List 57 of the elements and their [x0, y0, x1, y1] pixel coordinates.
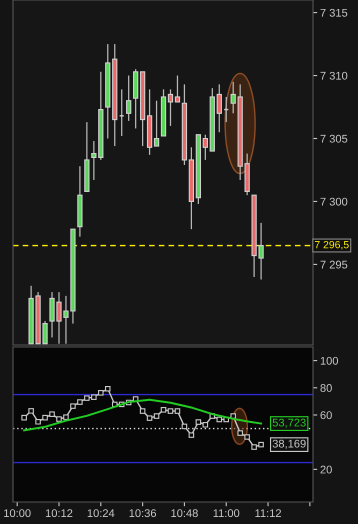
candlestick	[63, 295, 69, 344]
point	[70, 403, 76, 409]
point	[202, 422, 208, 428]
point	[21, 414, 27, 420]
x-tick-label: 10:48	[171, 509, 198, 518]
point	[104, 386, 111, 392]
y-tick-label: 80	[320, 384, 332, 392]
point	[49, 411, 55, 417]
y-tick-label: 7 295	[320, 260, 348, 269]
y-tick-label: 7 315	[320, 8, 348, 17]
y-tick-label: 100	[320, 356, 338, 365]
y-tick-label: 7 310	[320, 72, 348, 80]
point	[84, 395, 90, 401]
point	[168, 408, 174, 414]
candlestick	[154, 100, 160, 147]
point	[77, 399, 83, 405]
point	[160, 407, 166, 413]
candlestick	[174, 74, 180, 103]
point	[56, 416, 62, 422]
candlestick	[118, 88, 124, 137]
candlestick	[49, 291, 55, 338]
y-tick-label: 7 300	[320, 198, 348, 206]
candlestick	[126, 74, 132, 122]
x-tick-label: 10:00	[4, 509, 31, 518]
point	[98, 390, 104, 396]
annotation: 38,169	[272, 440, 306, 449]
point	[35, 419, 41, 425]
point	[91, 394, 97, 400]
x-tick-label: 10:24	[88, 509, 114, 518]
candlestick	[42, 320, 48, 344]
y-tick-label: 7 305	[320, 134, 348, 143]
point	[237, 430, 243, 436]
line-series	[23, 398, 262, 432]
point	[42, 414, 48, 420]
annotation: 53,723	[272, 418, 306, 428]
x-tick-label: 11:12	[255, 509, 281, 517]
point	[154, 413, 160, 419]
point	[63, 414, 69, 420]
point	[258, 442, 264, 448]
candlestick	[56, 291, 62, 344]
point	[182, 424, 188, 430]
y-tick-label: 20	[320, 466, 332, 474]
point	[188, 432, 194, 438]
x-tick-label: 10:12	[46, 509, 72, 518]
point	[140, 408, 146, 414]
point	[251, 444, 257, 450]
point	[28, 408, 34, 414]
point	[146, 415, 152, 421]
point	[196, 419, 202, 425]
point	[174, 408, 180, 414]
y-tick-label: 60	[320, 411, 332, 420]
x-tick-label: 11:00	[214, 509, 240, 518]
candlestick	[168, 88, 174, 127]
point	[244, 434, 250, 440]
x-tick-label: 10:36	[130, 509, 156, 518]
point	[216, 416, 222, 422]
ref-line-label: 7 296,5	[314, 240, 349, 250]
